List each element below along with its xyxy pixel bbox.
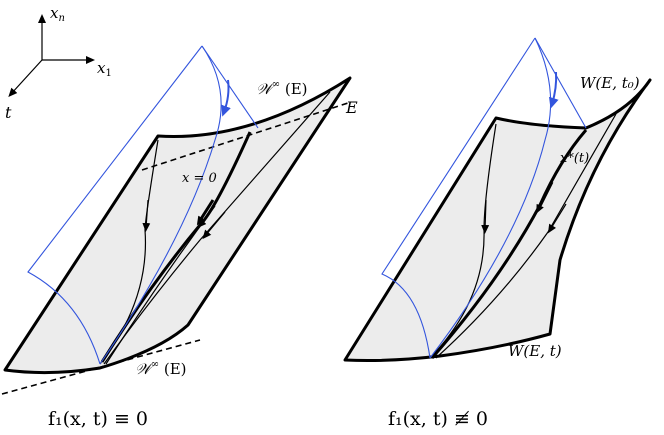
axis-xn-label: xn (50, 4, 65, 24)
left-blue-trajectory (99, 45, 222, 365)
right-blue-outline (381, 37, 536, 359)
left-blue-top-edge (201, 45, 259, 129)
left-w-inf-bottom-label: 𝒲∞ (E) (135, 359, 187, 378)
coordinate-axes: xn x1 t (5, 4, 112, 122)
right-manifold-surface (345, 80, 650, 361)
right-caption: f₁(x, t) ≢ 0 (388, 408, 488, 430)
right-panel: W(E, t₀) x*(t) W(E, t) f₁(x, t) ≢ 0 (343, 37, 652, 430)
right-w-top-label: W(E, t₀) (580, 74, 640, 92)
right-blue-trajectory (429, 37, 552, 359)
left-blue-outline (27, 45, 203, 365)
right-middle-thick-curve (430, 129, 588, 359)
left-bottom-dashed-line (1, 339, 201, 395)
right-blue-top-edge (534, 37, 587, 129)
axis-t-label: t (5, 103, 12, 122)
left-caption: f₁(x, t) ≡ 0 (48, 408, 148, 430)
right-trajectory-2 (435, 113, 617, 359)
left-top-dashed-line (141, 102, 349, 171)
right-x-star-label: x*(t) (560, 151, 589, 166)
right-w-bottom-label: W(E, t) (508, 342, 562, 360)
right-blue-arrow (549, 71, 559, 109)
left-x-zero-label: x = 0 (182, 171, 217, 186)
left-manifold-outline (3, 76, 352, 375)
axis-x1-label: x1 (97, 59, 112, 79)
left-panel: 𝒲∞ (E) E x = 0 𝒲∞ (E) f₁(x, t) ≡ 0 (1, 45, 358, 430)
left-w-inf-top-label: 𝒲∞ (E) (256, 79, 308, 98)
left-manifold-surface (5, 78, 350, 373)
left-blue-arrow (221, 79, 231, 117)
left-e-label: E (345, 98, 358, 117)
